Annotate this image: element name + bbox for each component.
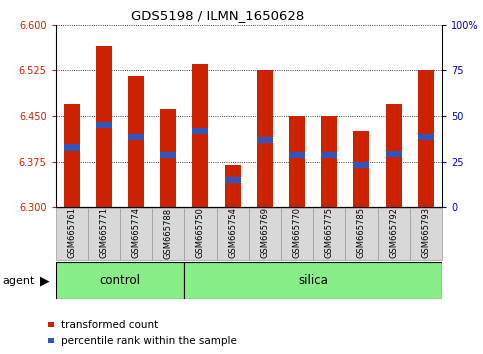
Bar bbox=[64, 104, 80, 207]
Bar bbox=[257, 137, 273, 143]
Bar bbox=[88, 208, 120, 260]
Text: GSM665775: GSM665775 bbox=[325, 207, 334, 258]
Bar bbox=[128, 76, 144, 207]
Bar bbox=[56, 262, 185, 299]
Bar bbox=[160, 153, 176, 159]
Bar bbox=[410, 208, 442, 260]
Bar bbox=[216, 208, 249, 260]
Text: GSM665750: GSM665750 bbox=[196, 207, 205, 258]
Text: GSM665785: GSM665785 bbox=[357, 207, 366, 258]
Text: ▶: ▶ bbox=[40, 274, 50, 287]
Bar bbox=[281, 208, 313, 260]
Bar bbox=[249, 208, 281, 260]
Bar bbox=[225, 177, 241, 183]
Bar bbox=[289, 116, 305, 207]
Bar bbox=[56, 208, 88, 260]
Text: GSM665788: GSM665788 bbox=[164, 207, 173, 258]
Text: GSM665769: GSM665769 bbox=[260, 207, 270, 258]
Bar bbox=[257, 70, 273, 207]
Text: percentile rank within the sample: percentile rank within the sample bbox=[61, 336, 237, 346]
Bar bbox=[354, 131, 369, 207]
Text: GSM665754: GSM665754 bbox=[228, 207, 237, 258]
Bar bbox=[321, 153, 337, 159]
Bar bbox=[313, 208, 345, 260]
Text: GDS5198 / ILMN_1650628: GDS5198 / ILMN_1650628 bbox=[131, 9, 304, 22]
Bar bbox=[378, 208, 410, 260]
Bar bbox=[185, 262, 442, 299]
Text: agent: agent bbox=[2, 275, 35, 286]
Bar bbox=[64, 144, 80, 150]
Bar bbox=[225, 165, 241, 207]
Bar bbox=[120, 208, 152, 260]
Bar bbox=[96, 122, 112, 128]
Text: control: control bbox=[99, 274, 141, 287]
Bar bbox=[385, 150, 402, 157]
Bar bbox=[321, 116, 337, 207]
Bar bbox=[345, 208, 378, 260]
Bar bbox=[185, 208, 216, 260]
Bar bbox=[128, 134, 144, 140]
Text: GSM665792: GSM665792 bbox=[389, 207, 398, 258]
Bar bbox=[385, 104, 402, 207]
Bar bbox=[152, 208, 185, 260]
Bar bbox=[354, 161, 369, 167]
Bar bbox=[96, 46, 112, 207]
Text: transformed count: transformed count bbox=[61, 320, 158, 330]
Text: silica: silica bbox=[298, 274, 328, 287]
Bar bbox=[418, 134, 434, 140]
Bar bbox=[192, 128, 209, 134]
Text: GSM665793: GSM665793 bbox=[421, 207, 430, 258]
Bar bbox=[192, 64, 209, 207]
Text: GSM665774: GSM665774 bbox=[131, 207, 141, 258]
Text: GSM665761: GSM665761 bbox=[67, 207, 76, 258]
Text: GSM665771: GSM665771 bbox=[99, 207, 108, 258]
Bar bbox=[160, 109, 176, 207]
Text: GSM665770: GSM665770 bbox=[293, 207, 301, 258]
Bar bbox=[289, 153, 305, 159]
Bar bbox=[418, 70, 434, 207]
